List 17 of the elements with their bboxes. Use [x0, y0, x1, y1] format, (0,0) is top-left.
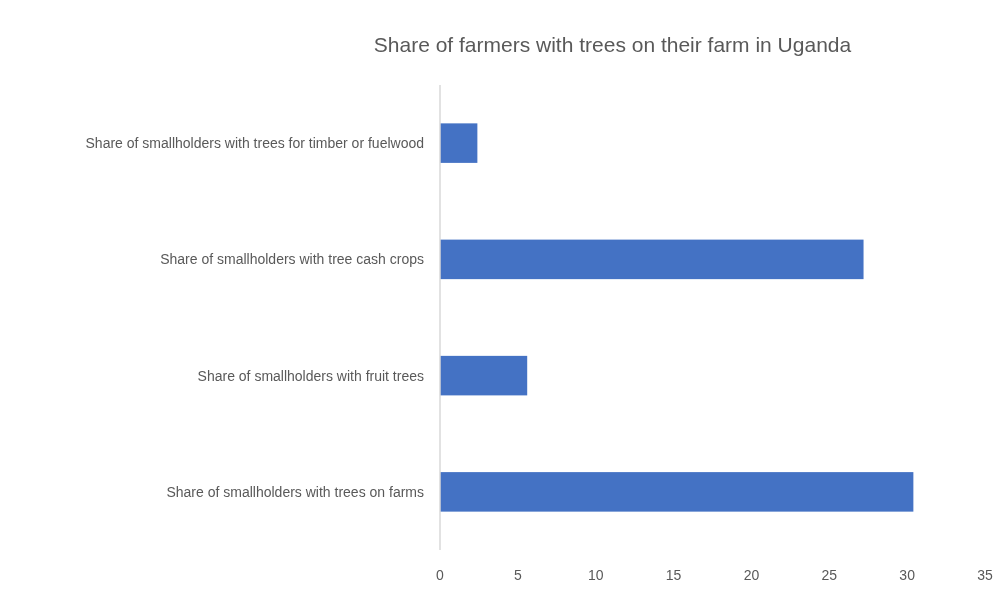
x-tick-label: 10	[587, 567, 604, 583]
chart-title: Share of farmers with trees on their farm in Uganda	[373, 33, 852, 56]
bar	[440, 123, 478, 163]
bar	[440, 472, 914, 512]
bar	[440, 355, 528, 396]
bar	[440, 239, 864, 280]
x-tick-label: 20	[743, 567, 760, 583]
x-tick-label: 15	[665, 567, 682, 583]
x-tick-label: 30	[899, 567, 916, 583]
x-tick-label: 0	[436, 567, 445, 583]
y-tick-label: Share of smallholders with trees for timber or fuelwood	[85, 135, 424, 152]
x-tick-label: 5	[513, 567, 522, 583]
x-tick-label: 35	[977, 567, 993, 583]
x-tick-label: 25	[821, 567, 838, 583]
y-tick-label: Share of smallholders with trees on farms	[166, 483, 424, 500]
y-tick-label: Share of smallholders with tree cash crops	[160, 251, 424, 268]
y-tick-label: Share of smallholders with fruit trees	[197, 367, 424, 384]
